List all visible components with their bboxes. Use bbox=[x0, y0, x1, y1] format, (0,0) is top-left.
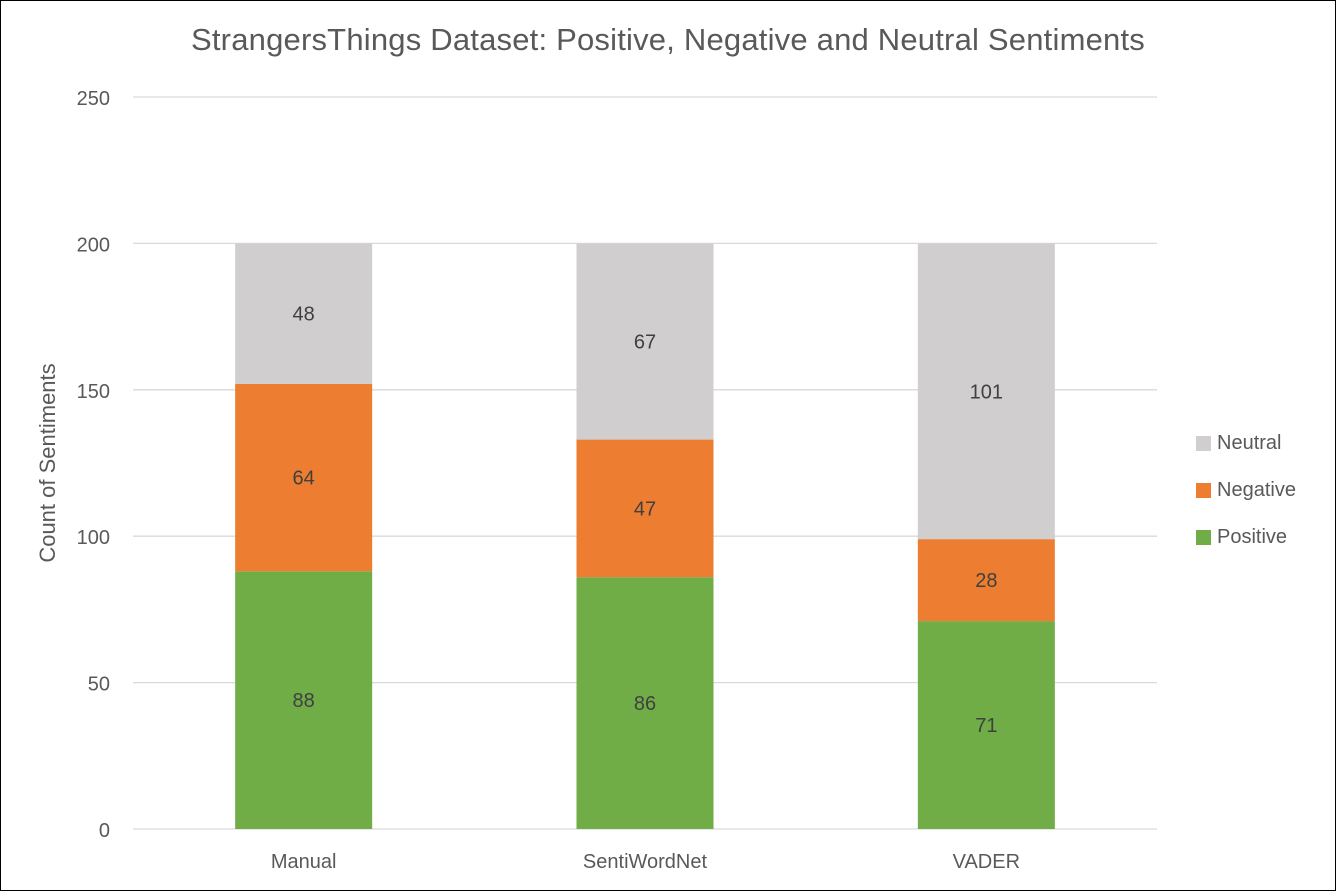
legend-swatch bbox=[1196, 436, 1211, 451]
legend-item-neutral: Neutral bbox=[1196, 420, 1296, 467]
bar-neutral bbox=[576, 243, 714, 440]
legend: Neutral Negative Positive bbox=[1196, 420, 1296, 561]
data-label: 86 bbox=[634, 693, 656, 715]
y-tick-label: 200 bbox=[77, 234, 110, 256]
y-tick-label: 150 bbox=[77, 381, 110, 403]
data-label: 47 bbox=[634, 498, 656, 520]
y-tick-label: 250 bbox=[77, 88, 110, 110]
y-tick-label: 50 bbox=[88, 674, 110, 696]
legend-label: Positive bbox=[1217, 526, 1288, 548]
x-tick-label: Manual bbox=[271, 851, 337, 873]
bar-negative bbox=[576, 439, 714, 578]
data-label: 71 bbox=[975, 715, 997, 737]
data-label: 64 bbox=[293, 468, 315, 490]
x-tick-label: VADER bbox=[953, 851, 1020, 873]
bar-neutral bbox=[235, 243, 373, 384]
data-label: 28 bbox=[975, 570, 997, 592]
bar-negative bbox=[235, 383, 373, 572]
legend-label: Negative bbox=[1217, 479, 1296, 501]
bar-positive bbox=[917, 621, 1055, 829]
data-label: 101 bbox=[970, 381, 1003, 403]
y-tick-label: 0 bbox=[99, 820, 110, 842]
legend-label: Neutral bbox=[1217, 432, 1282, 454]
data-label: 88 bbox=[293, 690, 315, 712]
data-label: 67 bbox=[634, 331, 656, 353]
legend-swatch bbox=[1196, 530, 1211, 545]
bar-positive bbox=[576, 577, 714, 829]
legend-swatch bbox=[1196, 483, 1211, 498]
y-tick-label: 100 bbox=[77, 527, 110, 549]
legend-item-negative: Negative bbox=[1196, 467, 1296, 514]
chart-title: StrangersThings Dataset: Positive, Negat… bbox=[190, 22, 1145, 57]
data-label: 48 bbox=[293, 304, 315, 326]
legend-item-positive: Positive bbox=[1196, 514, 1296, 561]
x-tick-label: SentiWordNet bbox=[583, 851, 708, 873]
bar-negative bbox=[917, 539, 1055, 622]
bar-positive bbox=[235, 571, 373, 829]
bar-neutral bbox=[917, 243, 1055, 540]
